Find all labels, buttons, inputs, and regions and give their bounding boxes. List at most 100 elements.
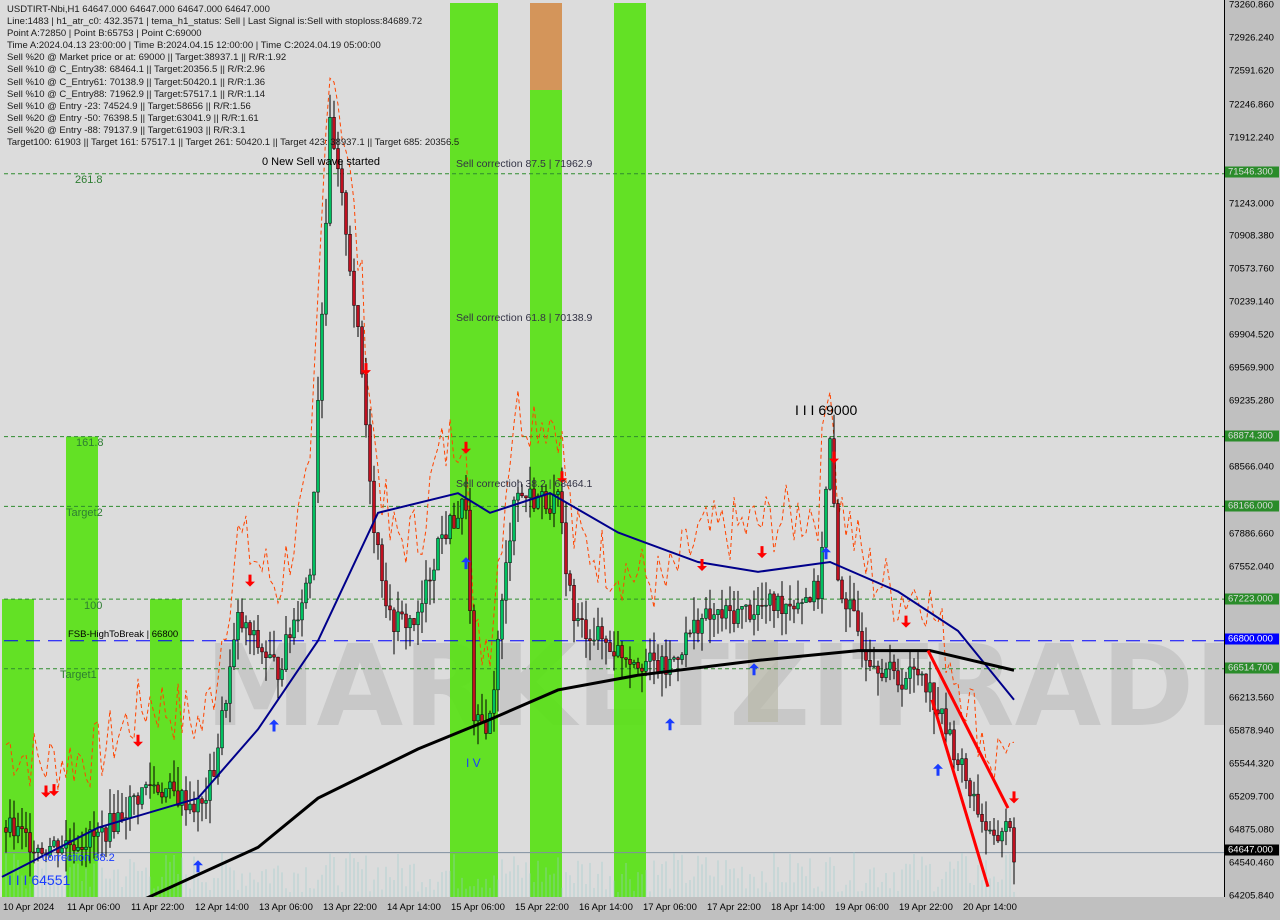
price-tick-label: 72926.240 (1229, 32, 1274, 44)
candle-body (296, 619, 300, 622)
candle-body (412, 618, 416, 626)
sell-arrow-icon (901, 615, 911, 628)
candle-body (436, 538, 440, 571)
price-tick-label: 73260.860 (1229, 0, 1274, 11)
candle-body (900, 684, 904, 690)
candle-body (280, 669, 284, 680)
candle-body (244, 622, 248, 629)
candle-body (236, 612, 240, 641)
candle-body (148, 784, 152, 786)
moving-average-blue (1, 492, 1015, 878)
candle-body (284, 634, 288, 670)
candle-body (1000, 831, 1004, 842)
candle-body (84, 846, 88, 850)
chart-plot-area[interactable] (0, 0, 1225, 897)
candle-body (268, 654, 272, 658)
candle-body (12, 817, 16, 837)
candle-body (700, 618, 704, 634)
candle-body (964, 758, 968, 781)
candle-body (548, 508, 552, 514)
candle-body (156, 784, 160, 793)
candle-body (440, 534, 444, 539)
candle-body (428, 579, 432, 582)
candle-body (328, 117, 332, 224)
price-tick-label: 72591.620 (1229, 65, 1274, 77)
level-label-target1: Target1 (60, 669, 97, 681)
level-tag: 66514.700 (1225, 662, 1279, 674)
candle-body (976, 793, 980, 815)
candle-body (880, 672, 884, 678)
buy-arrow-icon (269, 719, 279, 732)
candle-body (612, 651, 616, 657)
candle-body (604, 638, 608, 643)
wave-line (926, 649, 1010, 809)
candle-body (188, 803, 192, 811)
candle-body (588, 638, 592, 641)
candle-body (232, 639, 236, 668)
candle-body (476, 714, 480, 722)
sell-arrow-icon (49, 784, 59, 797)
candle-body (712, 614, 716, 620)
candle-body (220, 710, 224, 749)
candle-body (876, 665, 880, 674)
candle-body (776, 595, 780, 611)
candle-body (840, 579, 844, 600)
candle-body (40, 847, 44, 854)
candle-body (128, 796, 132, 819)
candle-body (720, 609, 724, 619)
candle-body (948, 729, 952, 735)
candle-body (36, 847, 40, 853)
candle-body (744, 604, 748, 607)
candle-body (764, 604, 768, 607)
candle-body (624, 657, 628, 660)
candle-body (756, 605, 760, 615)
candle-body (800, 602, 804, 604)
price-tick-label: 65878.940 (1229, 725, 1274, 737)
candle-body (528, 488, 532, 499)
candle-body (512, 499, 516, 542)
price-tick-label: 68566.040 (1229, 461, 1274, 473)
candle-body (556, 491, 560, 495)
candle-body (592, 639, 596, 642)
candle-body (704, 608, 708, 619)
signal-band (530, 3, 562, 897)
candle-body (20, 826, 24, 830)
candle-body (364, 373, 368, 426)
candle-body (464, 498, 468, 511)
candle-body (684, 632, 688, 656)
candle-body (80, 846, 84, 850)
candle-body (196, 798, 200, 813)
candle-body (52, 840, 56, 847)
info-line: Sell %10 @ C_Entry38: 68464.1 || Target:… (7, 64, 266, 76)
price-tick-label: 66213.560 (1229, 692, 1274, 704)
time-tick-label: 14 Apr 14:00 (387, 902, 441, 913)
candle-body (848, 599, 852, 610)
candle-body (820, 547, 824, 599)
candle-body (572, 585, 576, 622)
candle-body (416, 611, 420, 626)
candle-body (456, 517, 460, 529)
candle-body (4, 827, 8, 833)
candle-body (508, 540, 512, 563)
candle-body (172, 781, 176, 792)
candle-body (672, 657, 676, 660)
price-tick-label: 70573.760 (1229, 263, 1274, 275)
info-line: Sell %10 @ Entry -23: 74524.9 || Target:… (7, 100, 251, 112)
candle-body (788, 603, 792, 607)
candle-body (940, 708, 944, 714)
candle-body (484, 722, 488, 734)
candle-body (928, 682, 932, 693)
price-tick-label: 71243.000 (1229, 198, 1274, 210)
candle-body (356, 305, 360, 327)
candle-body (904, 678, 908, 690)
candle-body (72, 844, 76, 851)
candle-body (628, 659, 632, 665)
price-chart[interactable]: MARKETZITRADE (0, 0, 1224, 897)
sell-arrow-icon (461, 441, 471, 454)
fsb-label: FSB-HighToBreak | 66800 (68, 629, 179, 640)
candle-body (212, 770, 216, 777)
level-tag: 67223.000 (1225, 593, 1279, 605)
buy-arrow-icon (933, 763, 943, 776)
candle-body (1012, 827, 1016, 863)
candle-body (620, 645, 624, 659)
